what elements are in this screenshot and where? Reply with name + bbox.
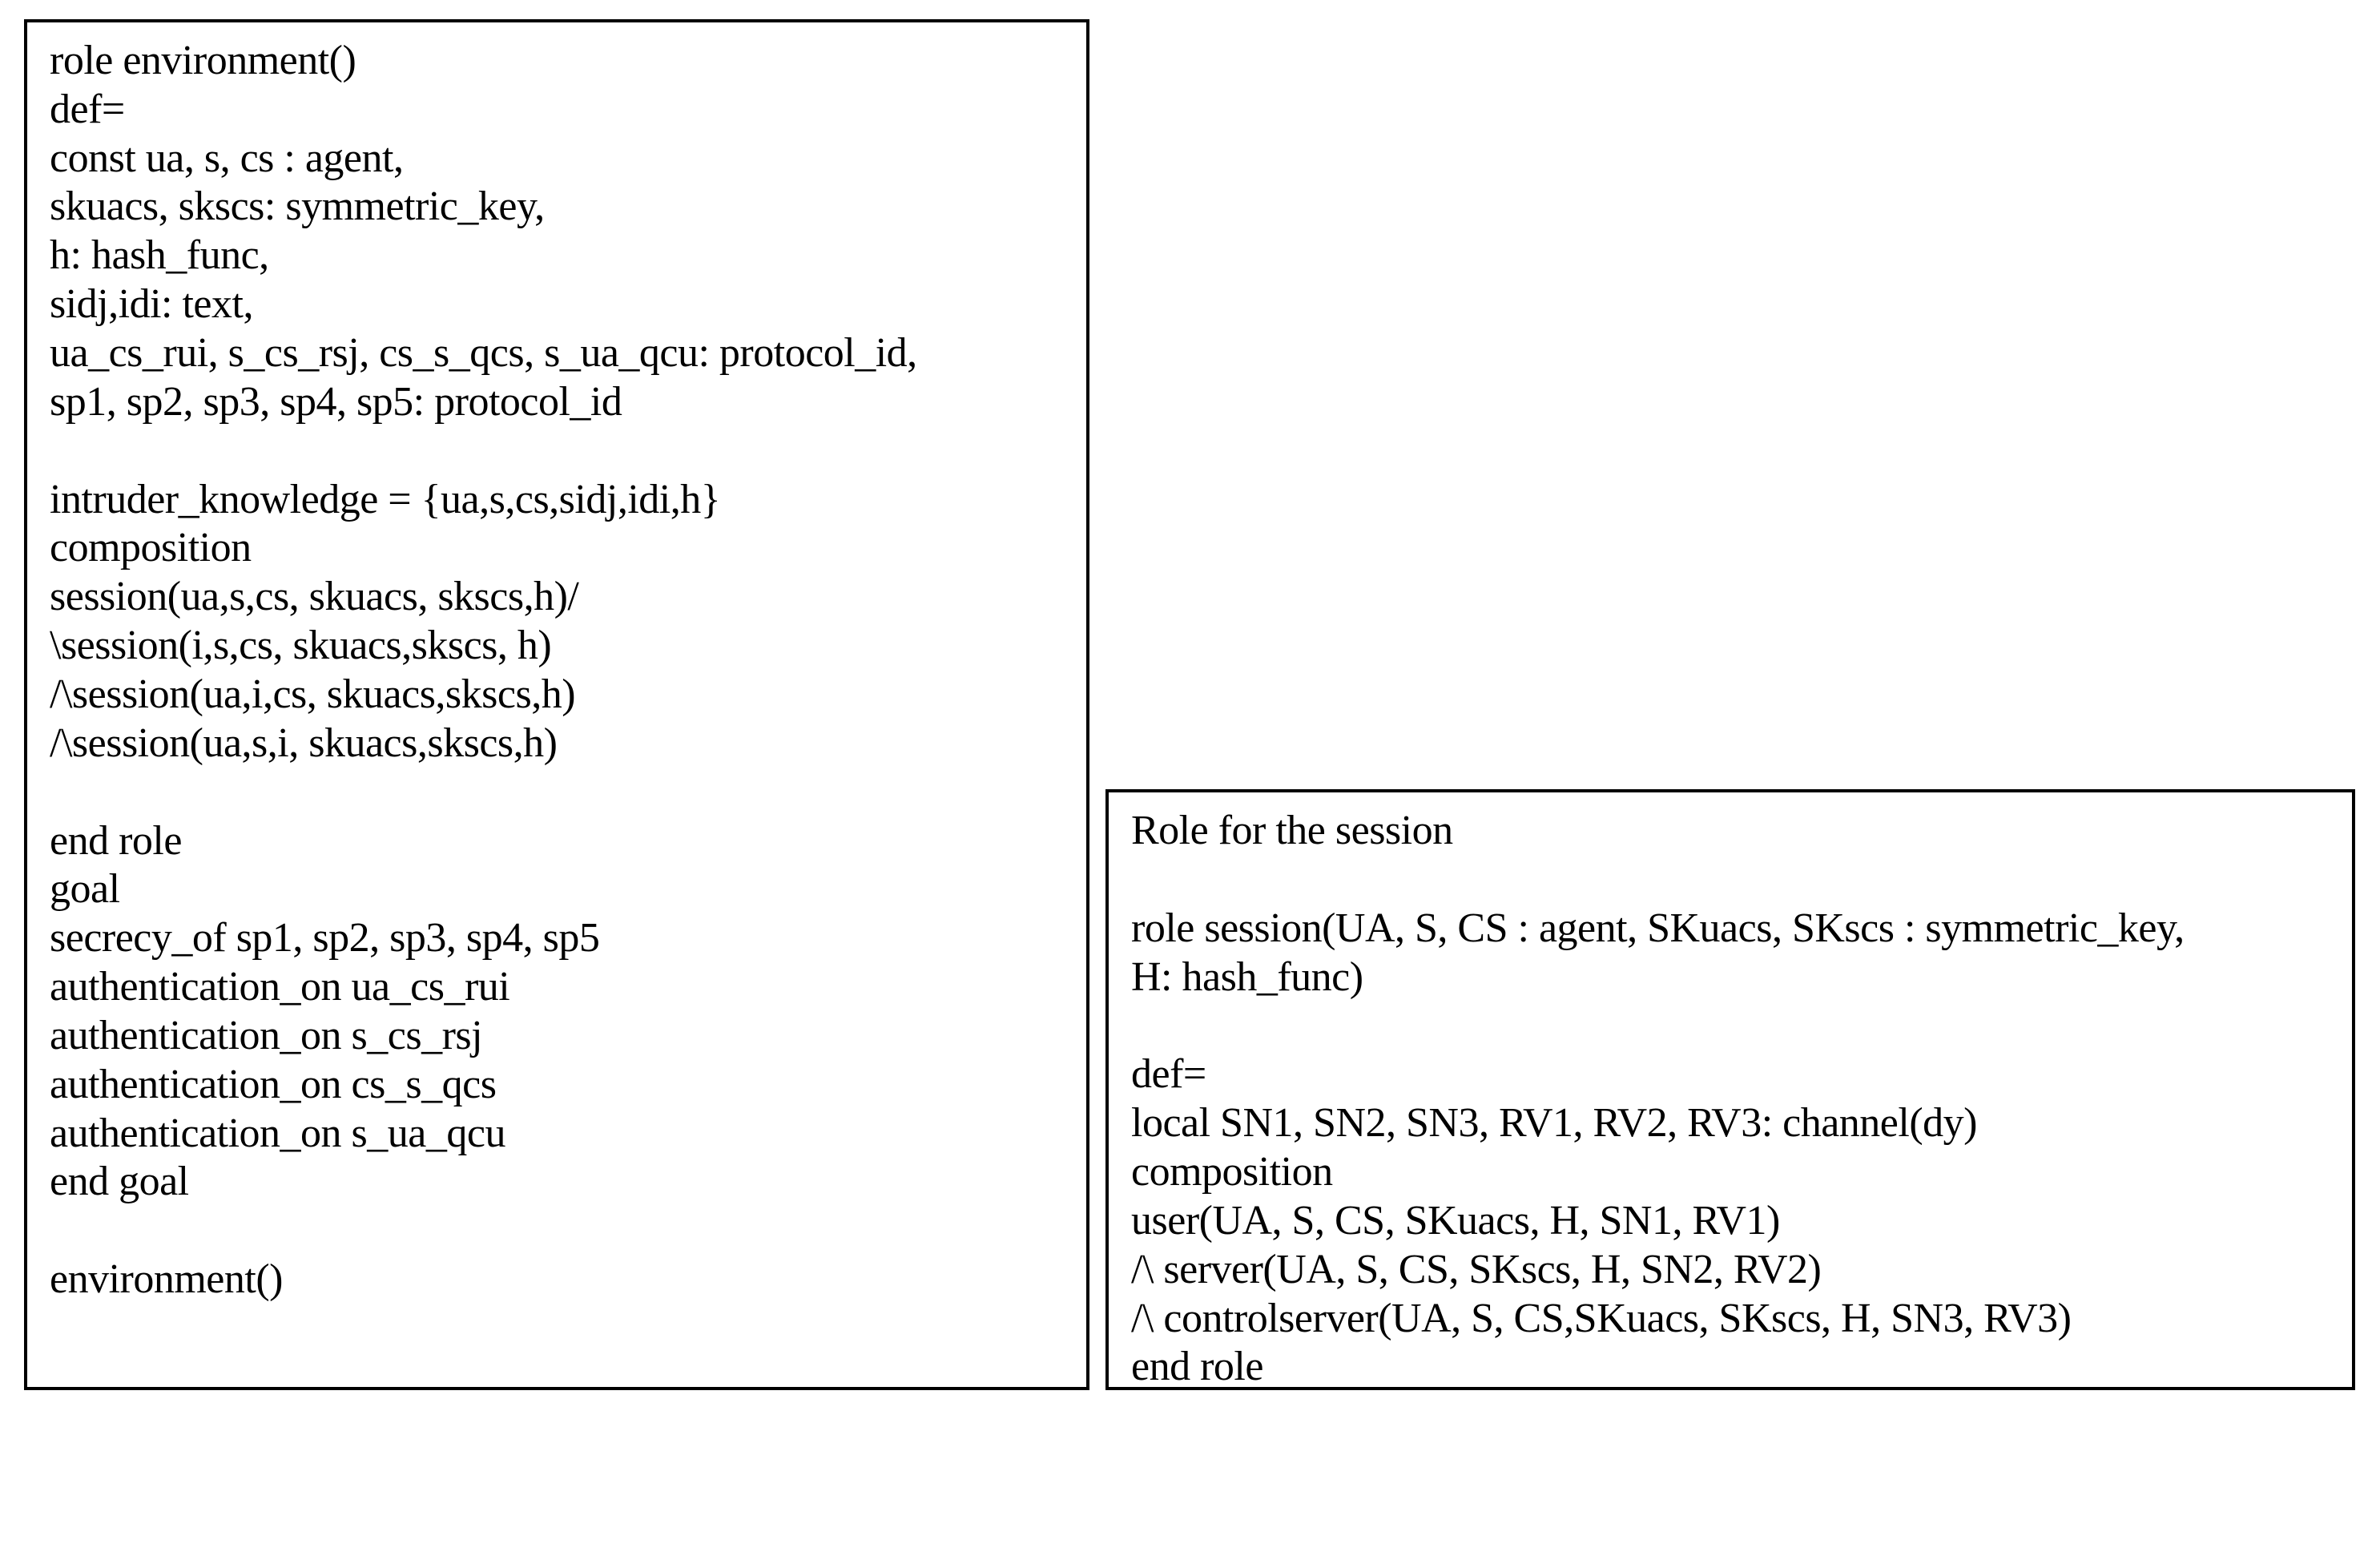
code-line: user(UA, S, CS, SKuacs, H, SN1, RV1) (1131, 1197, 2330, 1246)
code-line: goal (50, 865, 1064, 914)
code-line: /\ server(UA, S, CS, SKscs, H, SN2, RV2) (1131, 1246, 2330, 1295)
code-line: def= (50, 86, 1064, 135)
environment-role-box: role environment() def= const ua, s, cs … (24, 19, 1089, 1390)
code-line: H: hash_func) (1131, 953, 2330, 1002)
blank-line (1131, 1002, 2330, 1050)
code-line: authentication_on ua_cs_rui (50, 963, 1064, 1012)
code-line: composition (50, 524, 1064, 573)
code-line: /\session(ua,s,i, skuacs,skscs,h) (50, 720, 1064, 768)
code-line: h: hash_func, (50, 232, 1064, 280)
code-line: sp1, sp2, sp3, sp4, sp5: protocol_id (50, 378, 1064, 427)
code-line: Role for the session (1131, 807, 2330, 856)
code-line: authentication_on cs_s_qcs (50, 1061, 1064, 1110)
code-line: /\session(ua,i,cs, skuacs,skscs,h) (50, 671, 1064, 720)
blank-line (50, 427, 1064, 476)
code-line: const ua, s, cs : agent, (50, 135, 1064, 183)
blank-line (50, 1207, 1064, 1256)
code-line: /\ controlserver(UA, S, CS,SKuacs, SKscs… (1131, 1295, 2330, 1344)
code-line: ua_cs_rui, s_cs_rsj, cs_s_qcs, s_ua_qcu:… (50, 329, 1064, 378)
code-line: role session(UA, S, CS : agent, SKuacs, … (1131, 905, 2330, 953)
code-line: role environment() (50, 37, 1064, 86)
code-line: sidj,idi: text, (50, 280, 1064, 329)
code-line: skuacs, skscs: symmetric_key, (50, 183, 1064, 232)
code-line: end goal (50, 1158, 1064, 1207)
code-line: composition (1131, 1148, 2330, 1197)
code-line: intruder_knowledge = {ua,s,cs,sidj,idi,h… (50, 476, 1064, 525)
code-line: secrecy_of sp1, sp2, sp3, sp4, sp5 (50, 914, 1064, 963)
code-line: authentication_on s_cs_rsj (50, 1012, 1064, 1061)
session-role-box: Role for the session role session(UA, S,… (1105, 789, 2355, 1390)
blank-line (50, 768, 1064, 817)
code-line: local SN1, SN2, SN3, RV1, RV2, RV3: chan… (1131, 1099, 2330, 1148)
code-line: end role (1131, 1343, 2330, 1392)
blank-line (1131, 856, 2330, 905)
code-line: def= (1131, 1050, 2330, 1099)
code-line: end role (50, 817, 1064, 866)
code-line: authentication_on s_ua_qcu (50, 1110, 1064, 1159)
code-line: environment() (50, 1256, 1064, 1304)
code-line: \session(i,s,cs, skuacs,skscs, h) (50, 622, 1064, 671)
code-line: session(ua,s,cs, skuacs, skscs,h)/ (50, 573, 1064, 622)
